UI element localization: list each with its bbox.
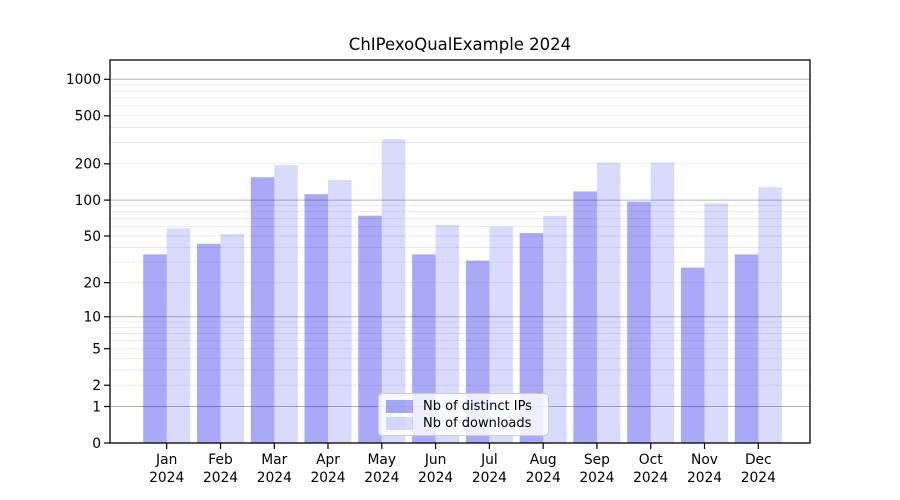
x-tick-label-month: Dec bbox=[745, 452, 772, 468]
bar-downloads bbox=[435, 224, 460, 443]
bar-downloads bbox=[166, 228, 191, 443]
bar-distinct-ips bbox=[250, 177, 275, 443]
bar-downloads bbox=[328, 180, 352, 443]
y-tick-label: 5 bbox=[92, 342, 101, 358]
chart-title: ChIPexoQualExample 2024 bbox=[348, 35, 572, 54]
x-tick-label-month: Nov bbox=[691, 452, 718, 468]
legend-item-distinct-ips: Nb of distinct IPs bbox=[386, 399, 540, 413]
axis-frame bbox=[109, 59, 811, 444]
x-tick-label-year: 2024 bbox=[633, 470, 668, 486]
x-tick-label-month: May bbox=[368, 452, 397, 468]
bar-downloads bbox=[704, 203, 728, 443]
x-tick-label-month: Oct bbox=[639, 452, 663, 468]
y-tick-label: 1 bbox=[92, 399, 101, 415]
bar-distinct-ips bbox=[197, 243, 221, 443]
bar-downloads bbox=[489, 226, 513, 443]
y-tick-label: 20 bbox=[83, 276, 101, 292]
x-tick-label-month: Jul bbox=[480, 452, 498, 468]
bar-downloads bbox=[596, 162, 621, 443]
y-tick-label: 10 bbox=[83, 310, 101, 326]
x-tick-label-year: 2024 bbox=[364, 470, 399, 486]
bar-distinct-ips bbox=[573, 191, 597, 443]
bar-distinct-ips bbox=[681, 267, 705, 443]
y-tick-label: 500 bbox=[75, 109, 101, 125]
x-tick-label-month: Sep bbox=[584, 452, 610, 468]
legend-label-downloads: Nb of downloads bbox=[423, 416, 532, 431]
y-tick-label: 50 bbox=[83, 229, 101, 245]
y-tick-label: 2 bbox=[92, 378, 101, 394]
legend-swatch-distinct-ips-icon bbox=[386, 399, 413, 413]
bar-distinct-ips bbox=[519, 233, 544, 443]
x-tick-label-month: Jun bbox=[424, 452, 447, 468]
x-tick-label-year: 2024 bbox=[203, 470, 238, 486]
legend-swatch-downloads-icon bbox=[386, 416, 413, 430]
bar-downloads bbox=[381, 139, 406, 443]
y-tick-label: 200 bbox=[75, 157, 101, 173]
x-tick-label-year: 2024 bbox=[418, 470, 453, 486]
y-tick-label: 0 bbox=[92, 436, 101, 452]
x-tick-label-month: Jan bbox=[155, 452, 177, 468]
x-tick-label-month: Mar bbox=[261, 452, 287, 468]
legend: Nb of distinct IPs Nb of downloads bbox=[378, 393, 549, 436]
bar-distinct-ips bbox=[143, 254, 167, 443]
bar-downloads bbox=[543, 215, 567, 443]
x-tick-label-year: 2024 bbox=[579, 470, 614, 486]
x-tick-label-month: Apr bbox=[316, 452, 340, 468]
x-tick-label-year: 2024 bbox=[472, 470, 507, 486]
legend-item-downloads: Nb of downloads bbox=[386, 416, 540, 430]
x-tick-label-year: 2024 bbox=[526, 470, 561, 486]
bar-downloads bbox=[274, 165, 298, 443]
x-tick-label-year: 2024 bbox=[687, 470, 722, 486]
bar-distinct-ips bbox=[734, 254, 759, 443]
x-tick-label-year: 2024 bbox=[741, 470, 776, 486]
bar-distinct-ips bbox=[627, 201, 651, 443]
bar-downloads bbox=[650, 162, 675, 443]
legend-label-distinct-ips: Nb of distinct IPs bbox=[423, 399, 532, 414]
bar-distinct-ips bbox=[304, 194, 328, 443]
y-tick-label: 1000 bbox=[66, 72, 101, 88]
x-tick-label-month: Feb bbox=[208, 452, 232, 468]
x-tick-label-year: 2024 bbox=[149, 470, 184, 486]
x-tick-label-year: 2024 bbox=[310, 470, 345, 486]
bar-downloads bbox=[220, 234, 244, 443]
bar-downloads bbox=[758, 187, 782, 443]
x-tick-label-year: 2024 bbox=[257, 470, 292, 486]
x-tick-label-month: Aug bbox=[530, 452, 557, 468]
bar-distinct-ips bbox=[358, 215, 382, 443]
y-tick-label: 100 bbox=[75, 193, 101, 209]
